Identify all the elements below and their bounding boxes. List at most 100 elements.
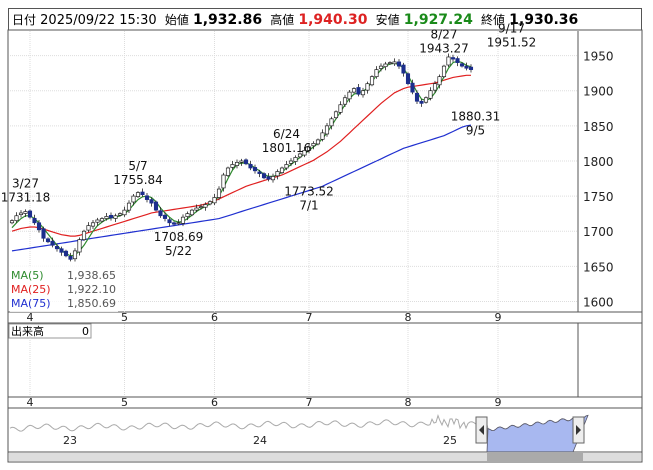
candle: [464, 62, 469, 71]
chevron-right-icon: [576, 425, 581, 435]
y-tick-label: 1900: [583, 85, 614, 99]
candle-body: [338, 104, 343, 113]
candle-body: [99, 218, 105, 222]
navigator-year-label: 23: [63, 434, 77, 447]
candle: [311, 141, 316, 150]
navigator-right-handle[interactable]: [572, 416, 585, 444]
candle-body: [446, 56, 451, 66]
candle: [27, 209, 33, 219]
y-tick-label: 1750: [583, 190, 614, 204]
candle: [198, 203, 204, 210]
candle-body: [414, 92, 420, 102]
candle: [108, 212, 114, 221]
candle-body: [54, 246, 60, 250]
candle-body: [144, 195, 150, 200]
annotation-date: 9/17: [498, 22, 525, 36]
candle: [455, 56, 460, 67]
navigator-year-labels: 23 24 25: [63, 434, 457, 447]
candle-body: [104, 216, 109, 219]
navigator-scrollbar-thumb[interactable]: [487, 453, 583, 461]
legend-ma5-value: 1,938.65: [67, 269, 116, 282]
candle-body: [365, 83, 370, 91]
candle-body: [117, 213, 123, 216]
candle: [320, 129, 325, 142]
y-tick-labels: 1600 1650 1700 1750 1800 1850 1900 1950: [583, 50, 614, 310]
navigator-year-label: 25: [443, 434, 457, 447]
navigator-scrollbar-track[interactable]: [9, 453, 641, 461]
annotation-value: 1708.69: [154, 230, 204, 244]
candle-body: [297, 153, 303, 158]
y-tick-label: 1600: [583, 295, 614, 309]
annotation-value: 1731.18: [1, 190, 51, 204]
navigator-left-handle[interactable]: [475, 416, 488, 444]
candle-body: [284, 164, 289, 169]
low-label: 安値: [375, 13, 400, 27]
open-label: 始値: [164, 13, 189, 27]
price-header: 日付 2025/09/22 15:30 始値 1,932.86 高値 1,940…: [8, 8, 642, 30]
navigator[interactable]: 23 24 25: [8, 409, 642, 461]
candle: [450, 54, 456, 62]
candle-body: [396, 61, 402, 67]
candle-body: [59, 248, 64, 253]
candle-body: [23, 211, 28, 214]
candle: [63, 249, 69, 258]
y-tick-label: 1650: [583, 260, 614, 274]
candle-body: [248, 163, 253, 169]
candle: [50, 237, 55, 248]
candle-body: [410, 82, 415, 93]
candle-body: [329, 118, 334, 127]
candle-body: [432, 83, 438, 91]
candle-body: [419, 100, 424, 104]
candle: [113, 213, 118, 222]
annotation-value: 1755.84: [113, 173, 163, 187]
candle: [383, 61, 388, 71]
candle-body: [77, 239, 82, 253]
chevron-left-icon: [479, 425, 484, 435]
ma25-line: [11, 74, 471, 237]
candle: [257, 169, 262, 178]
candle-body: [387, 62, 393, 64]
ma-legend: MA(5) 1,938.65 MA(25) 1,922.10 MA(75) 1,…: [10, 266, 118, 312]
annotation-date: 5/22: [165, 244, 192, 258]
candle-body: [324, 125, 330, 135]
volume-x-tick-label: 9: [495, 396, 502, 409]
candle-body: [270, 176, 276, 181]
candle: [14, 212, 19, 223]
candle: [99, 217, 105, 223]
candle-body: [302, 150, 307, 156]
candle: [378, 63, 384, 72]
candle: [459, 62, 465, 68]
candle: [68, 252, 73, 262]
y-tick-label: 1850: [583, 120, 614, 134]
candle: [225, 166, 231, 177]
candle-body: [32, 217, 37, 224]
candles: [9, 53, 474, 262]
candle-body: [266, 176, 271, 180]
candle-body: [81, 230, 87, 240]
candle-body: [14, 215, 19, 222]
low-value: 1,927.24: [403, 12, 473, 28]
candle: [171, 221, 177, 226]
legend-ma5: MA(5): [11, 269, 44, 282]
volume-x-tick-label: 8: [405, 396, 412, 409]
candle: [405, 72, 411, 86]
navigator-year-label: 24: [253, 434, 267, 447]
candle-body: [140, 191, 145, 196]
candle-body: [50, 240, 55, 246]
candle: [239, 158, 244, 166]
candle-body: [126, 202, 132, 211]
candle-body: [275, 171, 280, 177]
candle-body: [239, 160, 244, 163]
volume-grid: [29, 324, 499, 396]
candle: [275, 169, 280, 180]
candle: [45, 237, 51, 244]
annotation-value: 1943.27: [419, 41, 469, 55]
x-tick-label: 7: [306, 311, 313, 324]
candle-body: [450, 57, 456, 60]
candle: [144, 192, 150, 203]
candle: [117, 212, 123, 217]
